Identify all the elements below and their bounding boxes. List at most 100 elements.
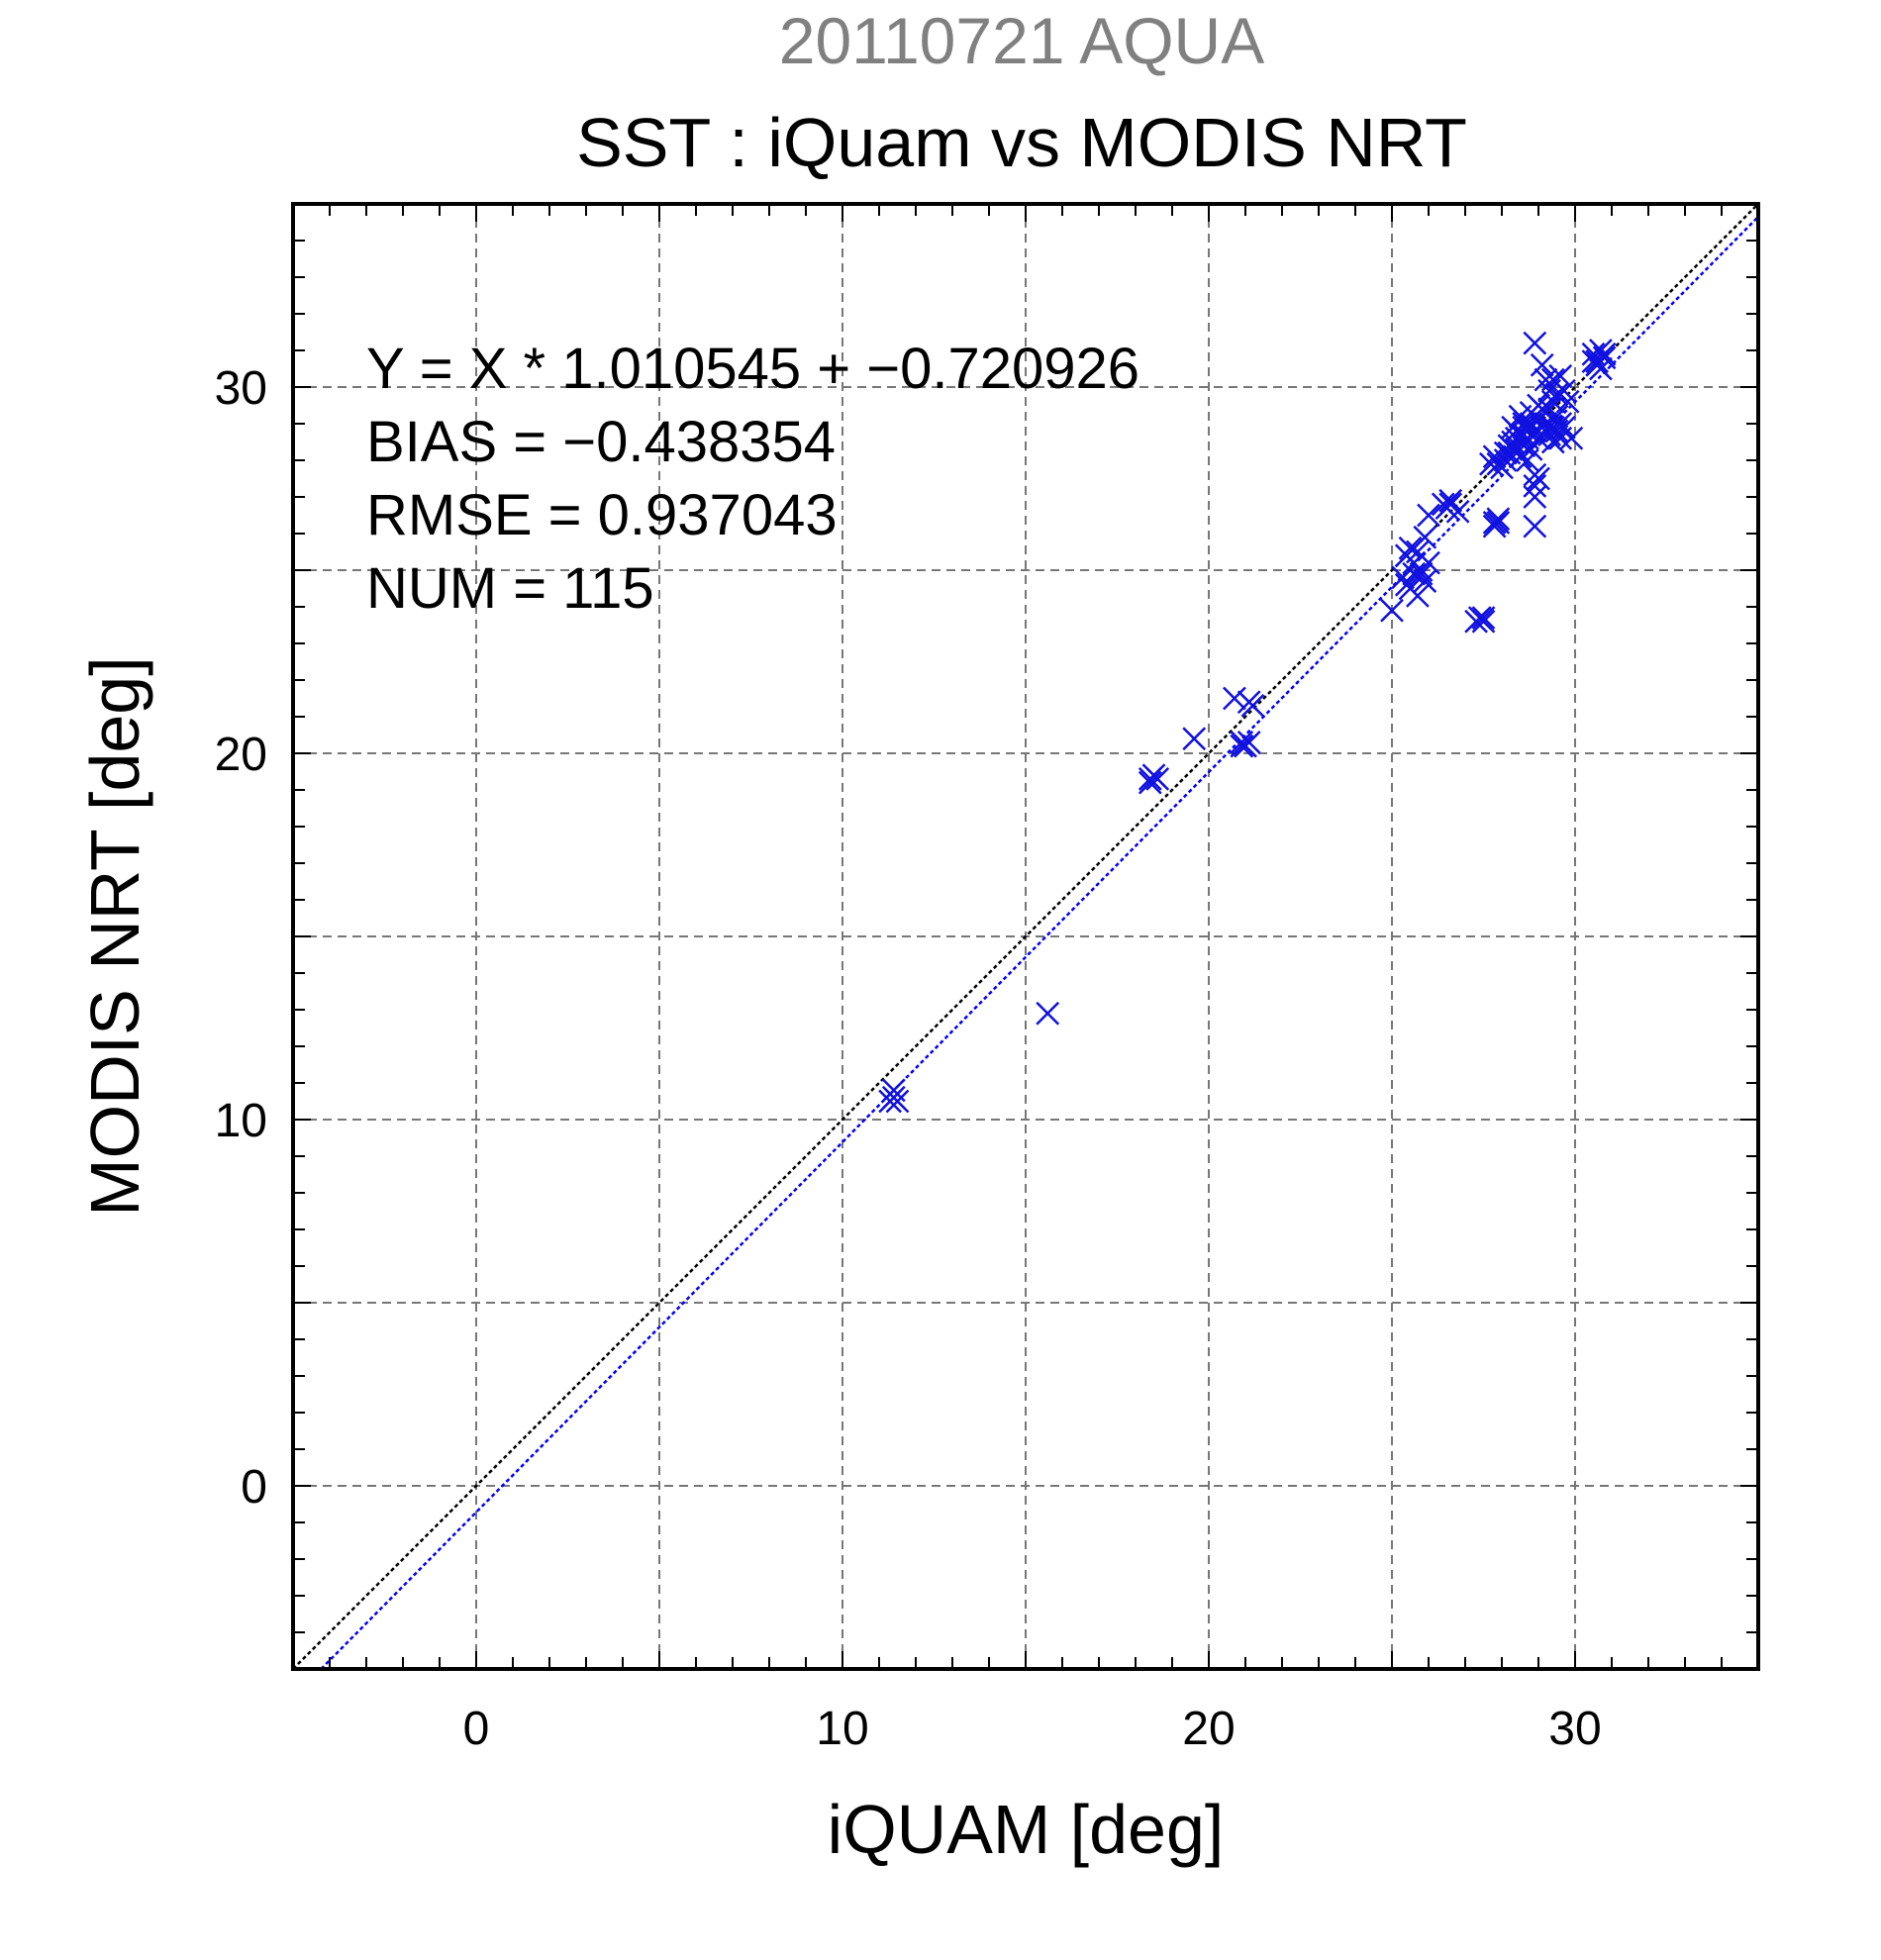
stats-rmse: RMSE = 0.937043 [366,483,838,547]
x-tick-label: 30 [1548,1703,1601,1755]
scatter-point-stroke [1534,367,1558,392]
scatter-point-stroke [1559,426,1584,450]
scatter-point-stroke [1523,331,1547,355]
scatter-point-stroke [1490,455,1514,480]
scatter-point [1380,598,1404,623]
scatter-point [1223,686,1246,711]
stats-fit-equation: Y = X * 1.010545 + −0.720926 [366,337,1139,401]
scatter-point [1479,451,1503,476]
scatter-point [1516,448,1539,472]
scatter-point-stroke [1486,507,1511,532]
scatter-point-stroke [1493,441,1518,465]
scatter-point-stroke [1530,352,1554,377]
scatter-point-stroke [1438,492,1463,517]
scatter-point [1559,426,1584,450]
scatter-point-stroke [1519,412,1543,436]
scatter-point-stroke [1516,419,1539,443]
scatter-point [1471,606,1496,630]
scatter-point-stroke [1471,609,1496,634]
scatter-point-stroke [1237,731,1261,754]
y-tick-label: 20 [215,729,267,781]
grid-lines [293,204,1758,1669]
y-tick-label: 0 [241,1461,267,1514]
scatter-point-stroke [1413,569,1437,593]
scatter-point-stroke [1240,694,1265,718]
scatter-point [1398,536,1423,560]
scatter-point [1493,441,1518,465]
scatter-point [1527,426,1550,450]
x-axis-label: iQUAM [deg] [828,1791,1225,1868]
scatter-point-stroke [1504,419,1529,443]
scatter-point [1237,731,1261,754]
scatter-point [1409,561,1434,586]
scatter-point-stroke [1523,514,1547,539]
scatter-point [881,1085,906,1110]
scatter-point [1540,430,1565,454]
scatter-point [1413,525,1437,549]
scatter-point-stroke [1540,367,1565,392]
regression-fit-line [320,216,1759,1670]
y-tick-label: 30 [215,362,267,415]
y-tick-label: 10 [215,1095,267,1147]
scatter-point [1534,401,1558,425]
scatter-point-stroke [1548,412,1573,436]
scatter-point [1413,569,1437,593]
scatter-point-stroke [1534,401,1558,425]
scatter-point [1504,419,1529,443]
scatter-point [1230,734,1254,758]
scatter-point-stroke [1581,349,1606,373]
scatter-point-stroke [1516,448,1539,472]
scatter-point [1530,352,1554,377]
scatter-point-stroke [1581,342,1606,366]
scatter-point-stroke [1540,389,1565,414]
chart-title: SST : iQuam vs MODIS NRT [576,104,1467,181]
scatter-point [1438,488,1463,513]
scatter-point-stroke [1036,1001,1060,1026]
scatter-point [1519,412,1543,436]
scatter-point-stroke [881,1085,906,1110]
scatter-point-stroke [1438,488,1463,513]
scatter-point-stroke [1230,734,1254,758]
scatter-point-stroke [1471,606,1496,630]
stats-bias: BIAS = −0.438354 [366,410,836,474]
scatter-point [1486,507,1511,532]
x-tick-label: 10 [816,1703,868,1755]
scatter-point [1523,331,1547,355]
scatter-point-stroke [1486,511,1511,535]
scatter-point-stroke [1145,767,1170,791]
scatter-point-stroke [1592,342,1617,366]
scatter-point-stroke [1394,572,1419,597]
stats-block: Y = X * 1.010545 + −0.720926 BIAS = −0.4… [366,337,1139,621]
data-points [878,331,1617,1114]
scatter-point-stroke [1409,561,1434,586]
scatter-point-stroke [1223,686,1246,711]
scatter-point-stroke [1501,438,1525,461]
scatter-point [1240,694,1265,718]
scatter-point-stroke [1138,767,1162,791]
scatter-point [1523,485,1547,509]
stats-num: NUM = 115 [366,556,654,621]
scatter-point-stroke [1413,525,1437,549]
y-axis-label: MODIS NRT [deg] [76,656,153,1216]
scatter-point [1486,511,1511,535]
scatter-point-stroke [1380,598,1404,623]
scatter-point [1138,767,1162,791]
scatter-point [1581,349,1606,373]
scatter-point-stroke [1548,364,1573,388]
scatter-point [1464,609,1488,634]
scatter-point-stroke [1523,474,1547,498]
scatter-point [1527,466,1550,491]
scatter-point-stroke [1138,770,1162,795]
scatter-point [1592,342,1617,366]
scatter-point-stroke [1417,503,1440,528]
scatter-point-stroke [1523,485,1547,509]
scatter-point [1036,1001,1060,1026]
scatter-point-stroke [1402,550,1427,575]
scatter-point [1523,474,1547,498]
scatter-point-stroke [1464,609,1488,634]
scatter-point [1548,364,1573,388]
scatter-point-stroke [1182,727,1207,751]
x-tick-label: 0 [463,1703,490,1755]
scatter-point [1402,550,1427,575]
scatter-point [1438,492,1463,517]
